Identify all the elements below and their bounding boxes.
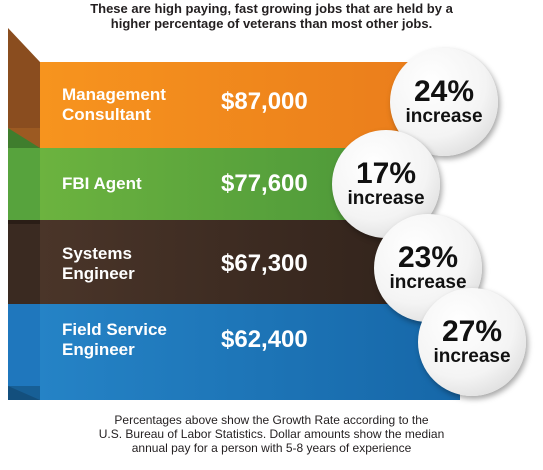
intro-line-1: These are high paying, fast growing jobs…: [90, 1, 453, 16]
job-title-line-1: Field Service: [62, 320, 167, 339]
job-title-line-2: Engineer: [62, 264, 135, 283]
band-fbi-agent: [8, 128, 360, 220]
job-title-line-1: Management: [62, 85, 166, 104]
footnote-line-2: U.S. Bureau of Labor Statistics. Dollar …: [98, 427, 445, 441]
growth-circle-fbi-agent: 17% increase: [332, 130, 440, 238]
growth-increase-label: increase: [347, 188, 425, 209]
band-field-service-engineer: [8, 304, 460, 400]
footnote-line-3: annual pay for a person with 5-8 years o…: [131, 441, 412, 455]
salary-field-service-engineer: $62,400: [221, 326, 308, 353]
growth-increase-label: increase: [433, 346, 511, 367]
band-systems-engineer: [8, 220, 400, 304]
intro-text: These are high paying, fast growing jobs…: [20, 1, 523, 31]
growth-circle-field-service-engineer: 27% increase: [418, 288, 526, 396]
growth-percent: 23%: [397, 241, 459, 274]
footnote-text: Percentages above show the Growth Rate a…: [40, 413, 503, 455]
job-title-systems-engineer: Systems Engineer: [62, 244, 222, 284]
salary-management-consultant: $87,000: [221, 88, 308, 115]
footnote-line-1: Percentages above show the Growth Rate a…: [114, 413, 429, 427]
job-title-line-2: Consultant: [62, 105, 151, 124]
growth-percent: 27%: [441, 315, 503, 348]
job-title-fbi-agent: FBI Agent: [62, 174, 222, 194]
salary-fbi-agent: $77,600: [221, 170, 308, 197]
job-title-field-service-engineer: Field Service Engineer: [62, 320, 222, 360]
growth-percent: 17%: [355, 157, 417, 190]
growth-increase-label: increase: [389, 272, 467, 293]
job-title-line-1: Systems: [62, 244, 132, 263]
growth-increase-label: increase: [405, 106, 483, 127]
job-title-line-1: FBI Agent: [62, 174, 142, 193]
intro-line-2: higher percentage of veterans than most …: [110, 16, 433, 31]
job-title-line-2: Engineer: [62, 340, 135, 359]
growth-percent: 24%: [413, 75, 475, 108]
salary-systems-engineer: $67,300: [221, 250, 308, 277]
job-title-management-consultant: Management Consultant: [62, 85, 222, 125]
